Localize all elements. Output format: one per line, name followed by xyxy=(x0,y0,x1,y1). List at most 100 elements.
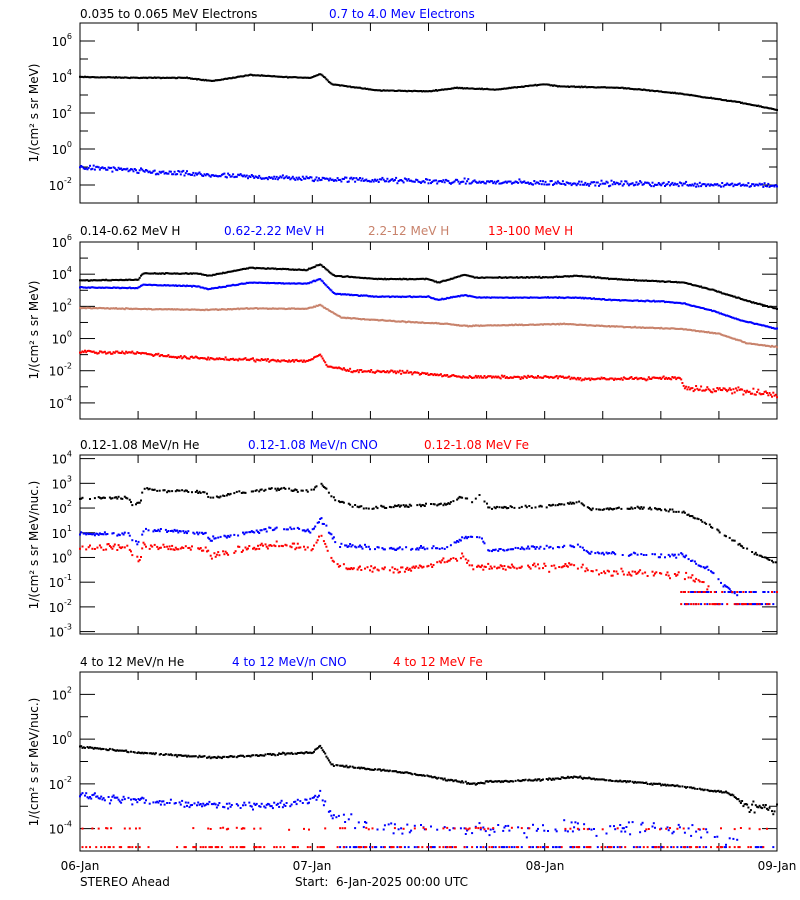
data-point xyxy=(416,371,419,374)
data-point xyxy=(622,183,625,186)
data-point xyxy=(146,284,149,286)
data-point xyxy=(244,74,247,77)
data-point xyxy=(513,276,516,279)
data-point xyxy=(281,76,284,79)
data-point xyxy=(768,345,771,348)
data-point xyxy=(661,280,664,283)
data-point xyxy=(627,184,630,187)
data-point xyxy=(344,765,347,768)
data-point xyxy=(590,298,593,300)
data-point xyxy=(426,322,429,324)
data-point xyxy=(584,181,587,184)
data-point xyxy=(504,276,507,279)
data-point xyxy=(281,282,284,285)
data-point xyxy=(266,178,269,181)
data-point xyxy=(707,585,710,588)
data-point xyxy=(291,76,294,79)
data-point xyxy=(249,531,252,534)
data-point xyxy=(291,753,294,755)
data-point xyxy=(262,74,264,77)
data-point xyxy=(608,278,610,281)
data-point xyxy=(102,548,105,551)
data-point xyxy=(533,296,536,299)
x-tick-label: 06-Jan xyxy=(61,859,100,873)
data-point xyxy=(366,566,369,569)
data-point xyxy=(255,74,258,77)
data-point xyxy=(611,377,614,380)
data-point xyxy=(477,296,480,299)
data-point xyxy=(657,377,660,380)
data-point xyxy=(708,523,711,526)
data-point xyxy=(365,545,368,548)
data-point xyxy=(360,545,363,548)
data-point xyxy=(725,535,727,538)
data-point xyxy=(314,75,317,78)
data-point xyxy=(208,308,211,311)
data-point xyxy=(461,376,464,379)
data-point xyxy=(145,283,147,286)
data-point xyxy=(270,307,273,310)
data-point xyxy=(534,275,537,278)
data-point xyxy=(629,279,632,281)
data-point xyxy=(136,555,139,558)
data-point xyxy=(193,272,196,275)
data-point xyxy=(701,96,704,99)
data-point xyxy=(542,376,544,379)
data-point xyxy=(529,84,532,87)
data-point xyxy=(103,350,106,353)
data-point xyxy=(393,90,396,92)
data-point xyxy=(403,320,406,323)
data-point xyxy=(576,296,579,299)
data-point xyxy=(610,325,613,328)
data-point xyxy=(247,74,249,77)
data-point xyxy=(324,752,327,755)
data-point xyxy=(188,546,191,549)
data-point xyxy=(146,487,149,490)
data-point xyxy=(263,177,266,180)
data-point xyxy=(652,280,655,282)
data-point xyxy=(758,554,761,557)
data-point xyxy=(122,533,125,536)
data-point xyxy=(392,547,395,550)
data-point xyxy=(678,92,681,95)
data-point xyxy=(359,369,361,372)
data-point xyxy=(178,530,181,532)
data-point xyxy=(514,180,517,183)
data-point xyxy=(262,544,264,547)
data-point xyxy=(97,279,100,282)
data-point xyxy=(331,763,334,766)
data-point xyxy=(481,537,483,540)
data-point xyxy=(733,591,736,593)
data-point xyxy=(278,307,281,310)
data-point xyxy=(84,307,86,310)
data-point xyxy=(688,282,691,285)
data-point xyxy=(773,307,776,310)
data-point xyxy=(106,307,109,310)
data-point xyxy=(85,533,88,536)
data-point xyxy=(586,182,589,185)
data-point xyxy=(362,87,365,90)
data-point xyxy=(542,296,544,299)
data-point xyxy=(102,748,105,750)
data-point xyxy=(669,301,671,304)
data-point xyxy=(209,79,212,82)
data-point xyxy=(716,528,719,531)
data-point xyxy=(163,546,166,548)
data-point xyxy=(192,356,195,359)
data-point xyxy=(603,570,605,573)
data-point xyxy=(415,548,418,551)
data-point xyxy=(362,318,365,320)
data-point xyxy=(767,182,770,185)
data-point xyxy=(502,506,505,509)
data-point xyxy=(672,554,675,557)
data-point xyxy=(339,546,342,548)
data-point xyxy=(171,490,174,493)
data-point xyxy=(196,285,198,288)
data-point xyxy=(151,545,154,548)
data-point xyxy=(301,307,304,310)
data-point xyxy=(306,177,309,180)
data-point xyxy=(143,272,146,275)
data-point xyxy=(367,507,370,510)
data-point xyxy=(654,183,656,186)
data-point xyxy=(589,182,592,185)
